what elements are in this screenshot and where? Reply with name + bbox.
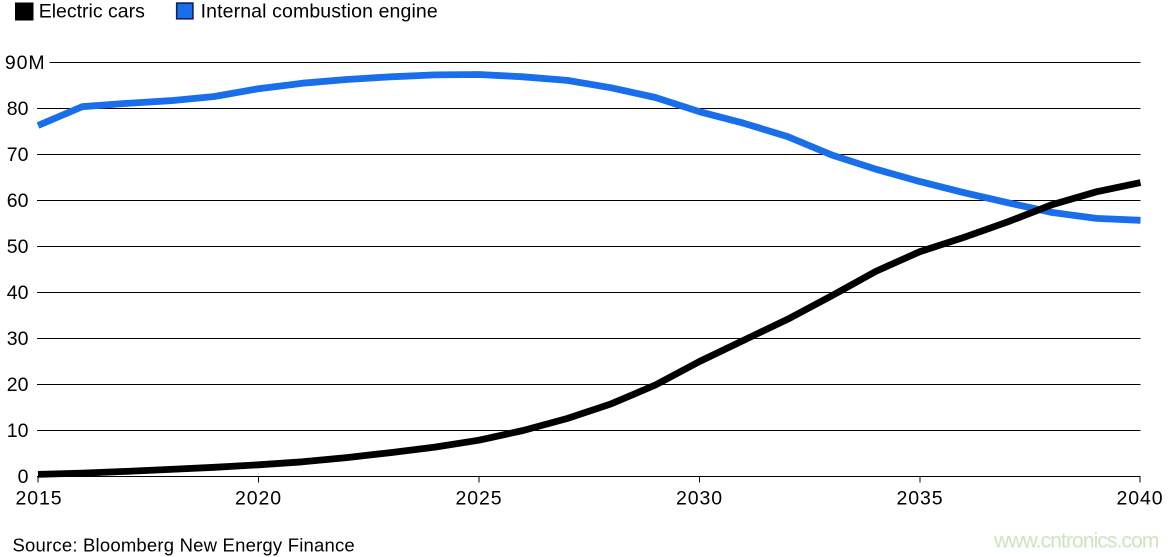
svg-text:20: 20	[7, 374, 29, 396]
svg-text:2040: 2040	[1117, 488, 1164, 510]
svg-text:80: 80	[7, 98, 29, 120]
svg-text:www.cntronics.com: www.cntronics.com	[993, 529, 1159, 552]
svg-text:30: 30	[7, 328, 29, 350]
svg-text:2020: 2020	[235, 488, 282, 510]
svg-text:50: 50	[7, 236, 29, 258]
svg-text:2035: 2035	[897, 488, 944, 510]
svg-text:90M: 90M	[5, 52, 46, 74]
svg-text:40: 40	[7, 282, 29, 304]
svg-text:2025: 2025	[456, 488, 503, 510]
svg-text:2030: 2030	[676, 488, 723, 510]
svg-text:Source: Bloomberg New Energy F: Source: Bloomberg New Energy Finance	[13, 535, 355, 556]
svg-text:70: 70	[7, 144, 29, 166]
svg-text:2015: 2015	[16, 488, 63, 510]
svg-text:Internal combustion engine: Internal combustion engine	[201, 0, 438, 22]
svg-text:10: 10	[7, 420, 29, 442]
svg-text:60: 60	[7, 190, 29, 212]
svg-text:0: 0	[18, 466, 29, 488]
svg-text:Electric cars: Electric cars	[39, 0, 145, 22]
